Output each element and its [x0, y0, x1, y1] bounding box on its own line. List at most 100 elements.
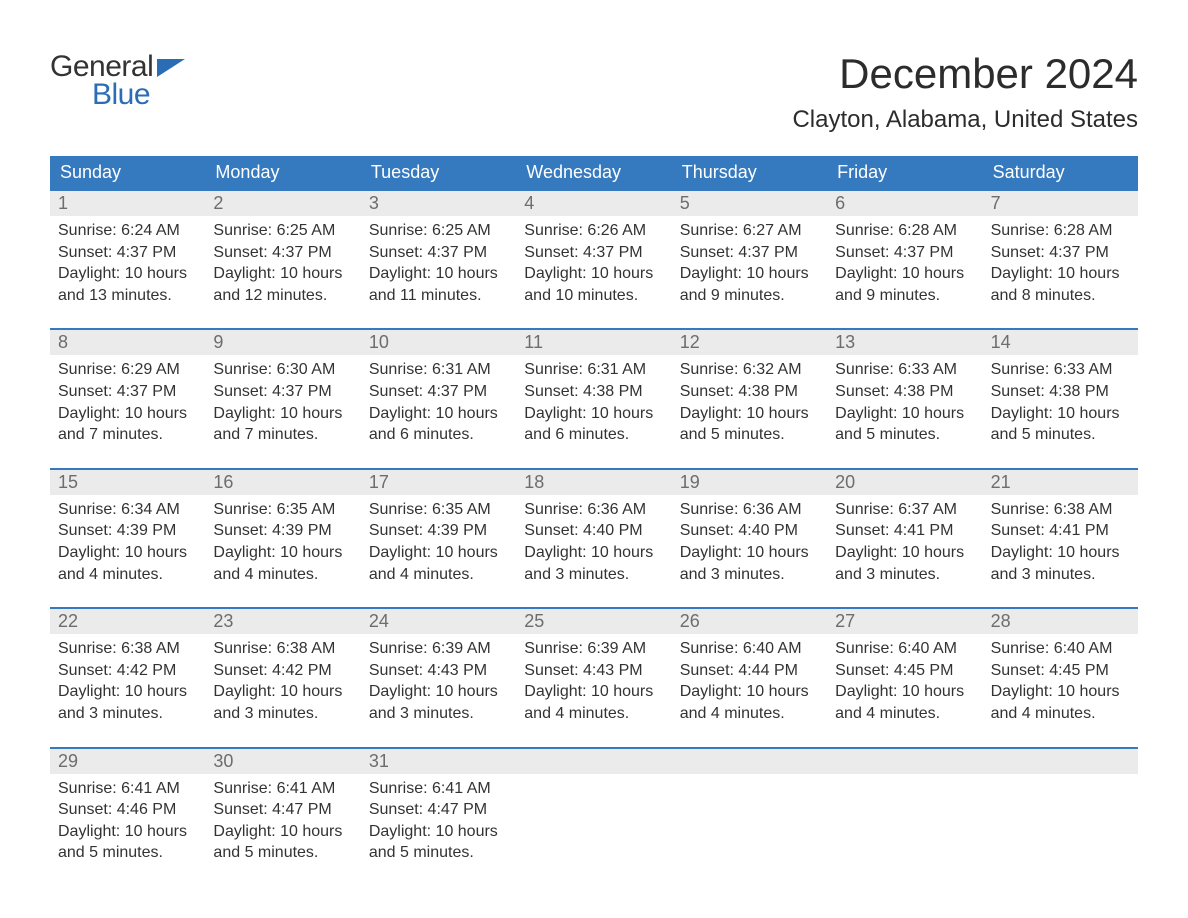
- sunrise-text: Sunrise: 6:25 AM: [213, 220, 352, 242]
- d2-text: and 3 minutes.: [58, 703, 197, 725]
- d1-text: Daylight: 10 hours: [524, 263, 663, 285]
- d1-text: Daylight: 10 hours: [213, 821, 352, 843]
- d2-text: and 3 minutes.: [213, 703, 352, 725]
- day-cell: Sunrise: 6:28 AMSunset: 4:37 PMDaylight:…: [827, 216, 982, 306]
- d2-text: and 3 minutes.: [524, 564, 663, 586]
- day-cell: Sunrise: 6:41 AMSunset: 4:46 PMDaylight:…: [50, 774, 205, 864]
- sunrise-text: Sunrise: 6:27 AM: [680, 220, 819, 242]
- sunset-text: Sunset: 4:37 PM: [213, 242, 352, 264]
- day-number: 6: [827, 191, 982, 216]
- day-number: 19: [672, 470, 827, 495]
- day-cell: Sunrise: 6:25 AMSunset: 4:37 PMDaylight:…: [361, 216, 516, 306]
- day-cell: Sunrise: 6:34 AMSunset: 4:39 PMDaylight:…: [50, 495, 205, 585]
- sunrise-text: Sunrise: 6:28 AM: [835, 220, 974, 242]
- d2-text: and 11 minutes.: [369, 285, 508, 307]
- dow-sunday: Sunday: [50, 156, 205, 189]
- d2-text: and 5 minutes.: [680, 424, 819, 446]
- d1-text: Daylight: 10 hours: [524, 681, 663, 703]
- day-cell: Sunrise: 6:41 AMSunset: 4:47 PMDaylight:…: [361, 774, 516, 864]
- day-number: 17: [361, 470, 516, 495]
- d2-text: and 7 minutes.: [58, 424, 197, 446]
- sunrise-text: Sunrise: 6:38 AM: [58, 638, 197, 660]
- day-cell: Sunrise: 6:36 AMSunset: 4:40 PMDaylight:…: [672, 495, 827, 585]
- sunrise-text: Sunrise: 6:35 AM: [213, 499, 352, 521]
- day-number: 23: [205, 609, 360, 634]
- day-cell: Sunrise: 6:40 AMSunset: 4:45 PMDaylight:…: [983, 634, 1138, 724]
- sunrise-text: Sunrise: 6:41 AM: [58, 778, 197, 800]
- day-number: 25: [516, 609, 671, 634]
- week-row: 891011121314 Sunrise: 6:29 AM Sunset: 4:37…: [50, 328, 1138, 445]
- d2-text: and 4 minutes.: [369, 564, 508, 586]
- daynum-row: 15161718192021: [50, 470, 1138, 495]
- sunset-text: Sunset: 4:42 PM: [58, 660, 197, 682]
- dow-tuesday: Tuesday: [361, 156, 516, 189]
- week-row: 22232425262728Sunrise: 6:38 AMSunset: 4:…: [50, 607, 1138, 724]
- sunrise-text: Sunrise: 6:39 AM: [524, 638, 663, 660]
- day-cell: Sunrise: 6:32 AMSunset: 4:38 PMDaylight:…: [672, 355, 827, 445]
- sunset-text: Sunset: 4:40 PM: [680, 520, 819, 542]
- day-cell: Sunrise: 6:33 AMSunset: 4:38 PMDaylight:…: [983, 355, 1138, 445]
- title-block: December 2024 Clayton, Alabama, United S…: [792, 50, 1138, 134]
- day-number: 21: [983, 470, 1138, 495]
- day-number: [516, 749, 671, 774]
- d2-text: and 4 minutes.: [991, 703, 1130, 725]
- sunset-text: Sunset: 4:44 PM: [680, 660, 819, 682]
- sunset-text: Sunset: 4:41 PM: [991, 520, 1130, 542]
- sunset-text: Sunset: 4:37 PM: [58, 242, 197, 264]
- d1-text: Daylight: 10 hours: [991, 542, 1130, 564]
- d1-text: Daylight: 10 hours: [213, 263, 352, 285]
- day-cell: Sunrise: 6:36 AMSunset: 4:40 PMDaylight:…: [516, 495, 671, 585]
- week-row: 293031Sunrise: 6:41 AMSunset: 4:46 PMDay…: [50, 747, 1138, 864]
- day-number: [827, 749, 982, 774]
- day-number: 14: [983, 330, 1138, 355]
- d1-text: Daylight: 10 hours: [213, 681, 352, 703]
- day-number: 27: [827, 609, 982, 634]
- sunset-text: Sunset: 4:37 PM: [369, 381, 508, 403]
- sunset-text: Sunset: 4:45 PM: [835, 660, 974, 682]
- day-cell: Sunrise: 6:39 AMSunset: 4:43 PMDaylight:…: [516, 634, 671, 724]
- day-number: 16: [205, 470, 360, 495]
- sunrise-text: Sunrise: 6:41 AM: [213, 778, 352, 800]
- brand-logo: General Blue: [50, 50, 185, 112]
- day-cell: Sunrise: 6:24 AMSunset: 4:37 PMDaylight:…: [50, 216, 205, 306]
- dow-wednesday: Wednesday: [516, 156, 671, 189]
- sunrise-text: Sunrise: 6:29 AM: [58, 359, 197, 381]
- sunrise-text: Sunrise: 6:36 AM: [680, 499, 819, 521]
- sunrise-text: Sunrise: 6:31 AM: [369, 359, 508, 381]
- header: General Blue December 2024 Clayton, Alab…: [50, 50, 1138, 134]
- day-number: 10: [361, 330, 516, 355]
- d1-text: Daylight: 10 hours: [58, 263, 197, 285]
- week-row: 1234567Sunrise: 6:24 AMSunset: 4:37 PMDa…: [50, 189, 1138, 306]
- sunset-text: Sunset: 4:46 PM: [58, 799, 197, 821]
- d1-text: Daylight: 10 hours: [680, 542, 819, 564]
- sunrise-text: Sunrise: 6:31 AM: [524, 359, 663, 381]
- day-number: 7: [983, 191, 1138, 216]
- daynum-row: 1234567: [50, 191, 1138, 216]
- day-number: 18: [516, 470, 671, 495]
- sunrise-text: Sunrise: 6:30 AM: [213, 359, 352, 381]
- d2-text: and 5 minutes.: [58, 842, 197, 864]
- sunrise-text: Sunrise: 6:28 AM: [991, 220, 1130, 242]
- day-cell: Sunrise: 6:37 AMSunset: 4:41 PMDaylight:…: [827, 495, 982, 585]
- brand-word2: Blue: [92, 78, 150, 112]
- d1-text: Daylight: 10 hours: [369, 263, 508, 285]
- day-number: [672, 749, 827, 774]
- d1-text: Daylight: 10 hours: [680, 681, 819, 703]
- d2-text: and 13 minutes.: [58, 285, 197, 307]
- daynum-row: 891011121314: [50, 330, 1138, 355]
- sunrise-text: Sunrise: 6:33 AM: [835, 359, 974, 381]
- day-number: 9: [205, 330, 360, 355]
- d1-text: Daylight: 10 hours: [524, 542, 663, 564]
- day-number: 20: [827, 470, 982, 495]
- dow-friday: Friday: [827, 156, 982, 189]
- sunset-text: Sunset: 4:37 PM: [524, 242, 663, 264]
- d2-text: and 10 minutes.: [524, 285, 663, 307]
- month-title: December 2024: [792, 50, 1138, 98]
- d2-text: and 7 minutes.: [213, 424, 352, 446]
- calendar: Sunday Monday Tuesday Wednesday Thursday…: [50, 156, 1138, 864]
- day-number: 24: [361, 609, 516, 634]
- day-cell: Sunrise: 6:30 AMSunset: 4:37 PMDaylight:…: [205, 355, 360, 445]
- week-row: 15161718192021Sunrise: 6:34 AMSunset: 4:…: [50, 468, 1138, 585]
- sunrise-text: Sunrise: 6:40 AM: [835, 638, 974, 660]
- location: Clayton, Alabama, United States: [792, 106, 1138, 134]
